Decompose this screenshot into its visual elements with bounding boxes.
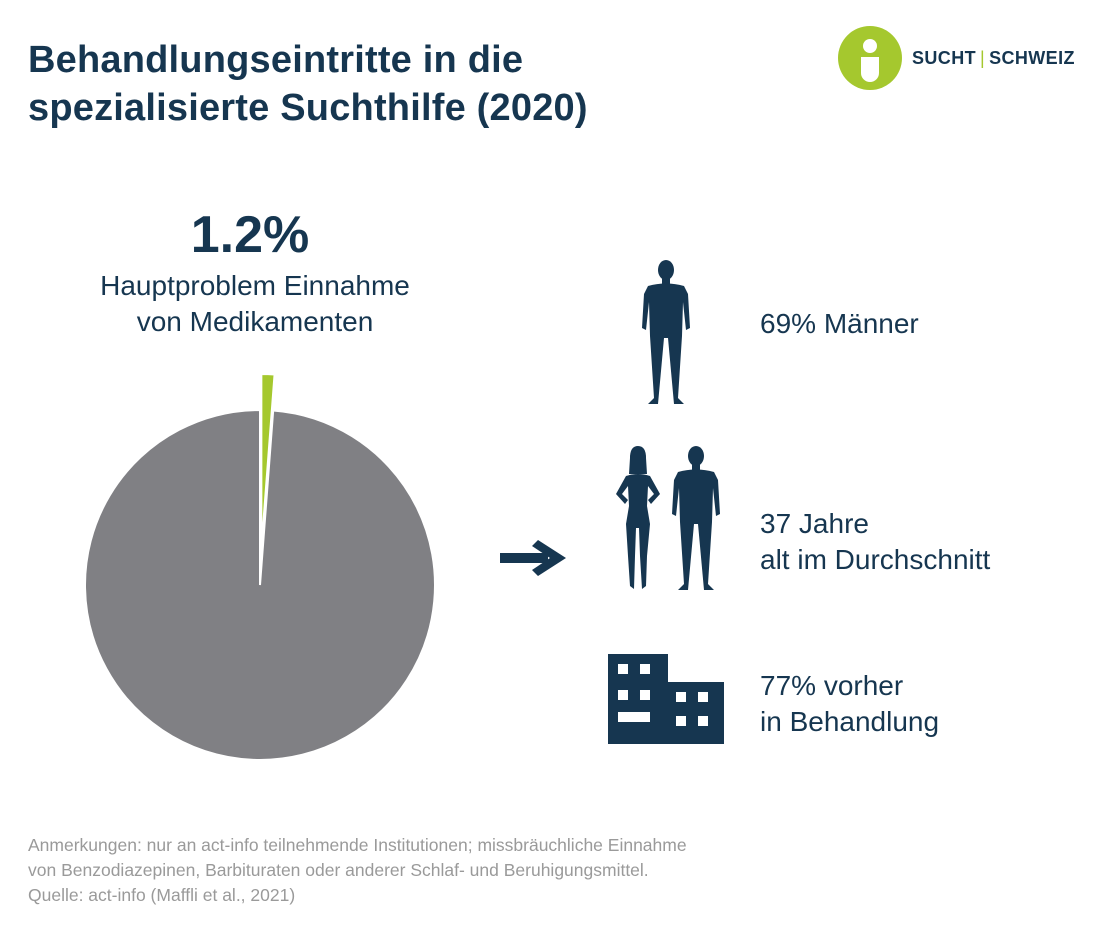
sucht-schweiz-logo: SUCHT | SCHWEIZ [838, 26, 1075, 90]
woman-and-man-silhouette-icon [616, 446, 720, 590]
logo-wordmark: SUCHT | SCHWEIZ [912, 48, 1075, 69]
footnote-line-3: Quelle: act-info (Maffli et al., 2021) [28, 885, 296, 905]
footnote-line-1: Anmerkungen: nur an act-info teilnehmend… [28, 835, 687, 855]
footnote: Anmerkungen: nur an act-info teilnehmend… [28, 833, 687, 908]
stat-age: 37 Jahre alt im Durchschnitt [760, 506, 990, 578]
building-icon [608, 654, 724, 744]
logo-separator: | [980, 47, 986, 68]
stat-men: 69% Männer [760, 306, 919, 342]
highlight-label-line-2: von Medikamenten [136, 306, 374, 337]
stat-previous-treatment-line-1: 77% vorher [760, 670, 904, 701]
chart-title-line-2: spezialisierte Suchthilfe (2020) [28, 87, 588, 129]
logo-word-schweiz: SCHWEIZ [989, 47, 1075, 68]
man-silhouette-icon [642, 260, 690, 404]
highlight-label-line-1: Hauptproblem Einnahme [100, 270, 410, 301]
chart-title-line-1: Behandlungseintritte in die [28, 39, 524, 81]
chart-title: Behandlungseintritte in die spezialisier… [28, 36, 588, 132]
logo-word-sucht: SUCHT [912, 47, 976, 68]
stat-age-line-2: alt im Durchschnitt [760, 544, 991, 575]
pie-slice-rest [84, 408, 436, 761]
highlight-label: Hauptproblem Einnahme von Medikamenten [0, 268, 510, 340]
stat-previous-treatment: 77% vorher in Behandlung [760, 668, 939, 740]
stat-previous-treatment-line-2: in Behandlung [760, 706, 940, 737]
stat-age-line-1: 37 Jahre [760, 508, 869, 539]
stat-men-line-1: 69% Männer [760, 308, 919, 339]
footnote-line-2: von Benzodiazepinen, Barbituraten oder a… [28, 860, 649, 880]
sucht-schweiz-person-logo-icon [838, 26, 902, 90]
pie-chart [84, 373, 436, 761]
pie-slice-highlight [260, 373, 276, 550]
arrow-right-icon [500, 540, 566, 576]
highlight-percentage: 1.2% [190, 206, 310, 264]
